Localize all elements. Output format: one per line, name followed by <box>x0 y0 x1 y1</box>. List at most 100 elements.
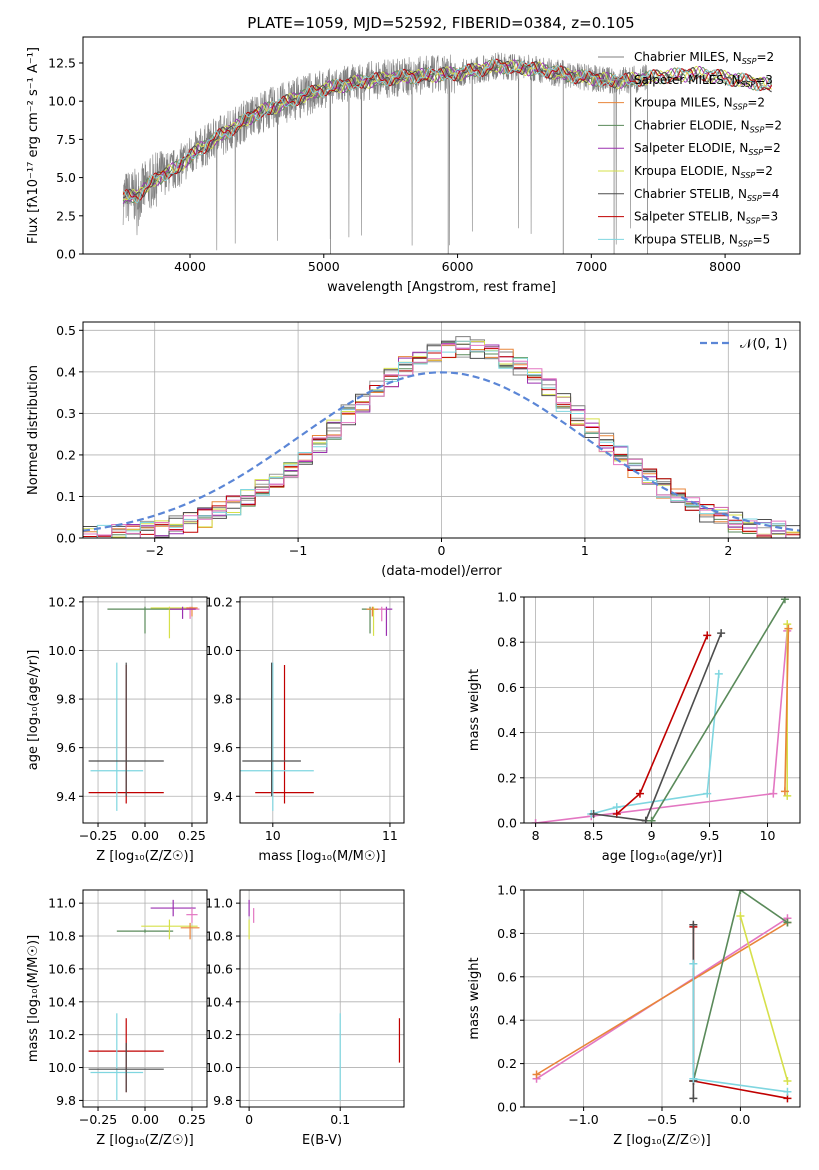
y-tick-label: 10.4 <box>205 994 233 1009</box>
y-tick-label: 0.5 <box>56 323 76 338</box>
weight-point <box>783 1076 792 1085</box>
y-tick-label: 9.4 <box>213 789 233 804</box>
panel-age_vs_Z: −0.25 0.00 0.25 9.4 9.6 9.8 10.0 10.2 Z [log₁₀(Z… <box>26 594 208 864</box>
y-tick-label: 0.8 <box>497 635 517 650</box>
y-tick-label: 10.4 <box>48 994 76 1009</box>
y-tick-label: 0.0 <box>497 1100 517 1115</box>
y-axis-label: age [log₁₀(age/yr)] <box>26 650 41 771</box>
weight-point <box>714 669 723 678</box>
weight-point <box>647 816 656 823</box>
x-tick-label: 9.5 <box>700 828 720 843</box>
weight-point <box>780 787 789 796</box>
weight-point <box>703 789 712 798</box>
y-tick-label: 10.8 <box>48 929 76 944</box>
y-tick-label: 11.0 <box>205 896 233 911</box>
y-tick-label: 11.0 <box>48 896 76 911</box>
y-tick-label: 0.4 <box>497 1013 517 1028</box>
x-tick-label: 0.0 <box>730 1112 750 1127</box>
y-axis-label: mass [log₁₀(M/M☉)] <box>26 935 41 1062</box>
x-tick-label: −1.0 <box>568 1112 598 1127</box>
y-axis-label: mass weight <box>467 957 482 1039</box>
y-tick-label: 10.0 <box>48 94 76 109</box>
y-tick-label: 2.5 <box>56 208 76 223</box>
x-tick-label: −1 <box>289 543 307 558</box>
y-tick-label: 10.0 <box>205 1060 233 1075</box>
x-tick-label: 1 <box>581 543 589 558</box>
y-tick-label: 9.6 <box>213 740 233 755</box>
y-tick-label: 12.5 <box>48 55 76 70</box>
legend-label: Kroupa MILES, NSSP=2 <box>634 96 765 112</box>
y-tick-label: 0.4 <box>497 725 517 740</box>
legend-label: Salpeter MILES, NSSP=3 <box>634 73 773 89</box>
x-tick-label: 0.25 <box>178 1112 206 1127</box>
y-tick-label: 9.8 <box>213 692 233 707</box>
plot-area <box>248 899 401 1101</box>
plot-area <box>531 597 793 823</box>
x-axis-label: Z [log₁₀(Z/Z☉)] <box>96 849 193 864</box>
model-line-salpeter_stelib <box>122 58 773 201</box>
legend-label: Chabrier ELODIE, NSSP=2 <box>634 118 782 134</box>
y-tick-label: 0.2 <box>56 447 76 462</box>
x-tick-label: −2 <box>145 543 163 558</box>
weight-point <box>612 803 621 812</box>
plot-area <box>532 890 792 1103</box>
y-axis-label: mass weight <box>467 669 482 751</box>
y-tick-label: 10.2 <box>205 594 233 609</box>
histogram-pink <box>83 343 800 538</box>
y-tick-label: 0.8 <box>497 926 517 941</box>
model-line-kroupa_stelib <box>122 58 772 204</box>
legend-label: Chabrier MILES, NSSP=2 <box>634 50 774 66</box>
y-tick-label: 0.6 <box>497 680 517 695</box>
y-tick-label: 0.1 <box>56 489 76 504</box>
y-tick-label: 9.8 <box>56 692 76 707</box>
weight-point <box>531 819 540 823</box>
panel-weight_vs_age: 8 8.5 9 9.5 10 0.0 0.2 0.4 0.6 0.8 1.0 age [log₁₀(a… <box>467 590 801 864</box>
weight-point <box>780 597 789 604</box>
y-tick-label: 7.5 <box>56 132 76 147</box>
y-tick-label: 1.0 <box>497 883 517 898</box>
legend-label: Kroupa STELIB, NSSP=5 <box>634 232 770 248</box>
x-tick-label: −0.25 <box>79 1112 117 1127</box>
weight-line-chabrier_elodie <box>692 890 788 1082</box>
y-tick-label: 10.0 <box>205 643 233 658</box>
x-tick-label: 0.1 <box>330 1112 350 1127</box>
weight-point <box>689 1074 698 1083</box>
x-axis-label: E(B-V) <box>302 1133 342 1148</box>
x-tick-label: 10 <box>265 828 281 843</box>
legend-label: Kroupa ELODIE, NSSP=2 <box>634 164 773 180</box>
panel-mass_vs_Z: −0.25 0.00 0.25 9.8 10.0 10.2 10.4 10.6 10.8 11.0… <box>26 889 208 1148</box>
weight-line-chabrier_elodie <box>650 598 786 822</box>
legend-label: Salpeter STELIB, NSSP=3 <box>634 210 778 226</box>
weight-point <box>635 789 644 798</box>
y-tick-label: 0.3 <box>56 406 76 421</box>
y-tick-label: 0.2 <box>497 1056 517 1071</box>
x-tick-label: 8.5 <box>584 828 604 843</box>
x-tick-label: 4000 <box>174 259 206 274</box>
x-axis-label: age [log₁₀(age/yr)] <box>602 849 723 864</box>
plot-area <box>88 899 200 1101</box>
y-tick-label: 10.2 <box>205 1027 233 1042</box>
figure-title: PLATE=1059, MJD=52592, FIBERID=0384, z=0… <box>247 14 634 32</box>
weight-line-kroupa_elodie <box>739 915 789 1082</box>
y-tick-label: 0.0 <box>56 531 76 546</box>
legend-label: Salpeter ELODIE, NSSP=2 <box>634 141 781 157</box>
panel-age_vs_mass: 10 11 9.4 9.6 9.8 10.0 10.2 mass [log₁₀(M/M☉)] <box>205 594 405 864</box>
weight-point <box>769 789 778 798</box>
y-tick-label: 0.0 <box>497 816 517 831</box>
weight-line-kroupa_miles <box>784 628 790 792</box>
y-tick-label: 9.8 <box>56 1093 76 1108</box>
y-tick-label: 0.2 <box>497 770 517 785</box>
axes-frame <box>239 596 405 824</box>
x-tick-label: 0.00 <box>131 828 159 843</box>
x-tick-label: 9 <box>648 828 656 843</box>
weight-point <box>717 629 726 638</box>
panel-residuals: −2 −1 0 1 2 0.0 0.1 0.2 0.3 0.4 0.5 (data-model)/er… <box>26 321 801 579</box>
weight-point <box>736 890 745 894</box>
weight-line-salpeter_stelib <box>616 635 708 815</box>
x-axis-label: Z [log₁₀(Z/Z☉)] <box>96 1133 193 1148</box>
x-tick-label: −0.25 <box>79 828 117 843</box>
weight-point <box>783 620 792 629</box>
axes-frame <box>239 889 405 1108</box>
y-tick-label: 5.0 <box>56 170 76 185</box>
spectrum-legend: Chabrier MILES, NSSP=2 Salpeter MILES, NS… <box>598 50 782 248</box>
